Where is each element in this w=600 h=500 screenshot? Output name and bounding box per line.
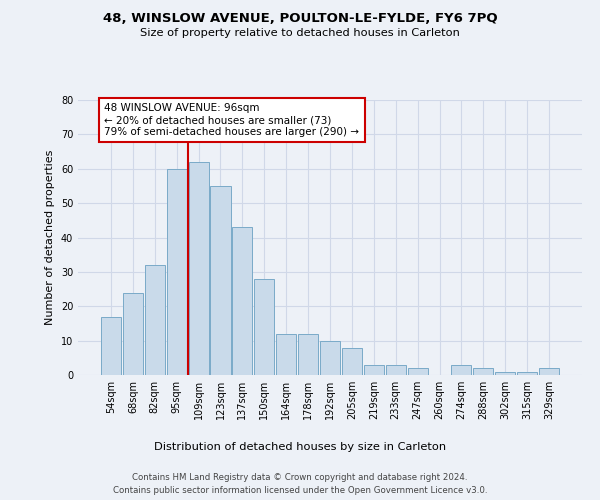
Bar — [473, 368, 493, 375]
Bar — [517, 372, 537, 375]
Bar — [539, 368, 559, 375]
Bar — [123, 292, 143, 375]
Bar — [145, 265, 165, 375]
Bar — [188, 162, 209, 375]
Bar — [407, 368, 428, 375]
Bar — [101, 316, 121, 375]
Bar — [232, 227, 253, 375]
Bar — [254, 279, 274, 375]
Bar — [276, 334, 296, 375]
Text: 48, WINSLOW AVENUE, POULTON-LE-FYLDE, FY6 7PQ: 48, WINSLOW AVENUE, POULTON-LE-FYLDE, FY… — [103, 12, 497, 26]
Y-axis label: Number of detached properties: Number of detached properties — [45, 150, 55, 325]
Bar — [298, 334, 318, 375]
Text: 48 WINSLOW AVENUE: 96sqm
← 20% of detached houses are smaller (73)
79% of semi-d: 48 WINSLOW AVENUE: 96sqm ← 20% of detach… — [104, 104, 359, 136]
Bar — [320, 340, 340, 375]
Bar — [364, 364, 384, 375]
Bar — [211, 186, 230, 375]
Bar — [167, 169, 187, 375]
Text: Size of property relative to detached houses in Carleton: Size of property relative to detached ho… — [140, 28, 460, 38]
Bar — [451, 364, 472, 375]
Bar — [386, 364, 406, 375]
Text: Contains HM Land Registry data © Crown copyright and database right 2024.: Contains HM Land Registry data © Crown c… — [132, 472, 468, 482]
Text: Contains public sector information licensed under the Open Government Licence v3: Contains public sector information licen… — [113, 486, 487, 495]
Bar — [342, 348, 362, 375]
Bar — [495, 372, 515, 375]
Text: Distribution of detached houses by size in Carleton: Distribution of detached houses by size … — [154, 442, 446, 452]
